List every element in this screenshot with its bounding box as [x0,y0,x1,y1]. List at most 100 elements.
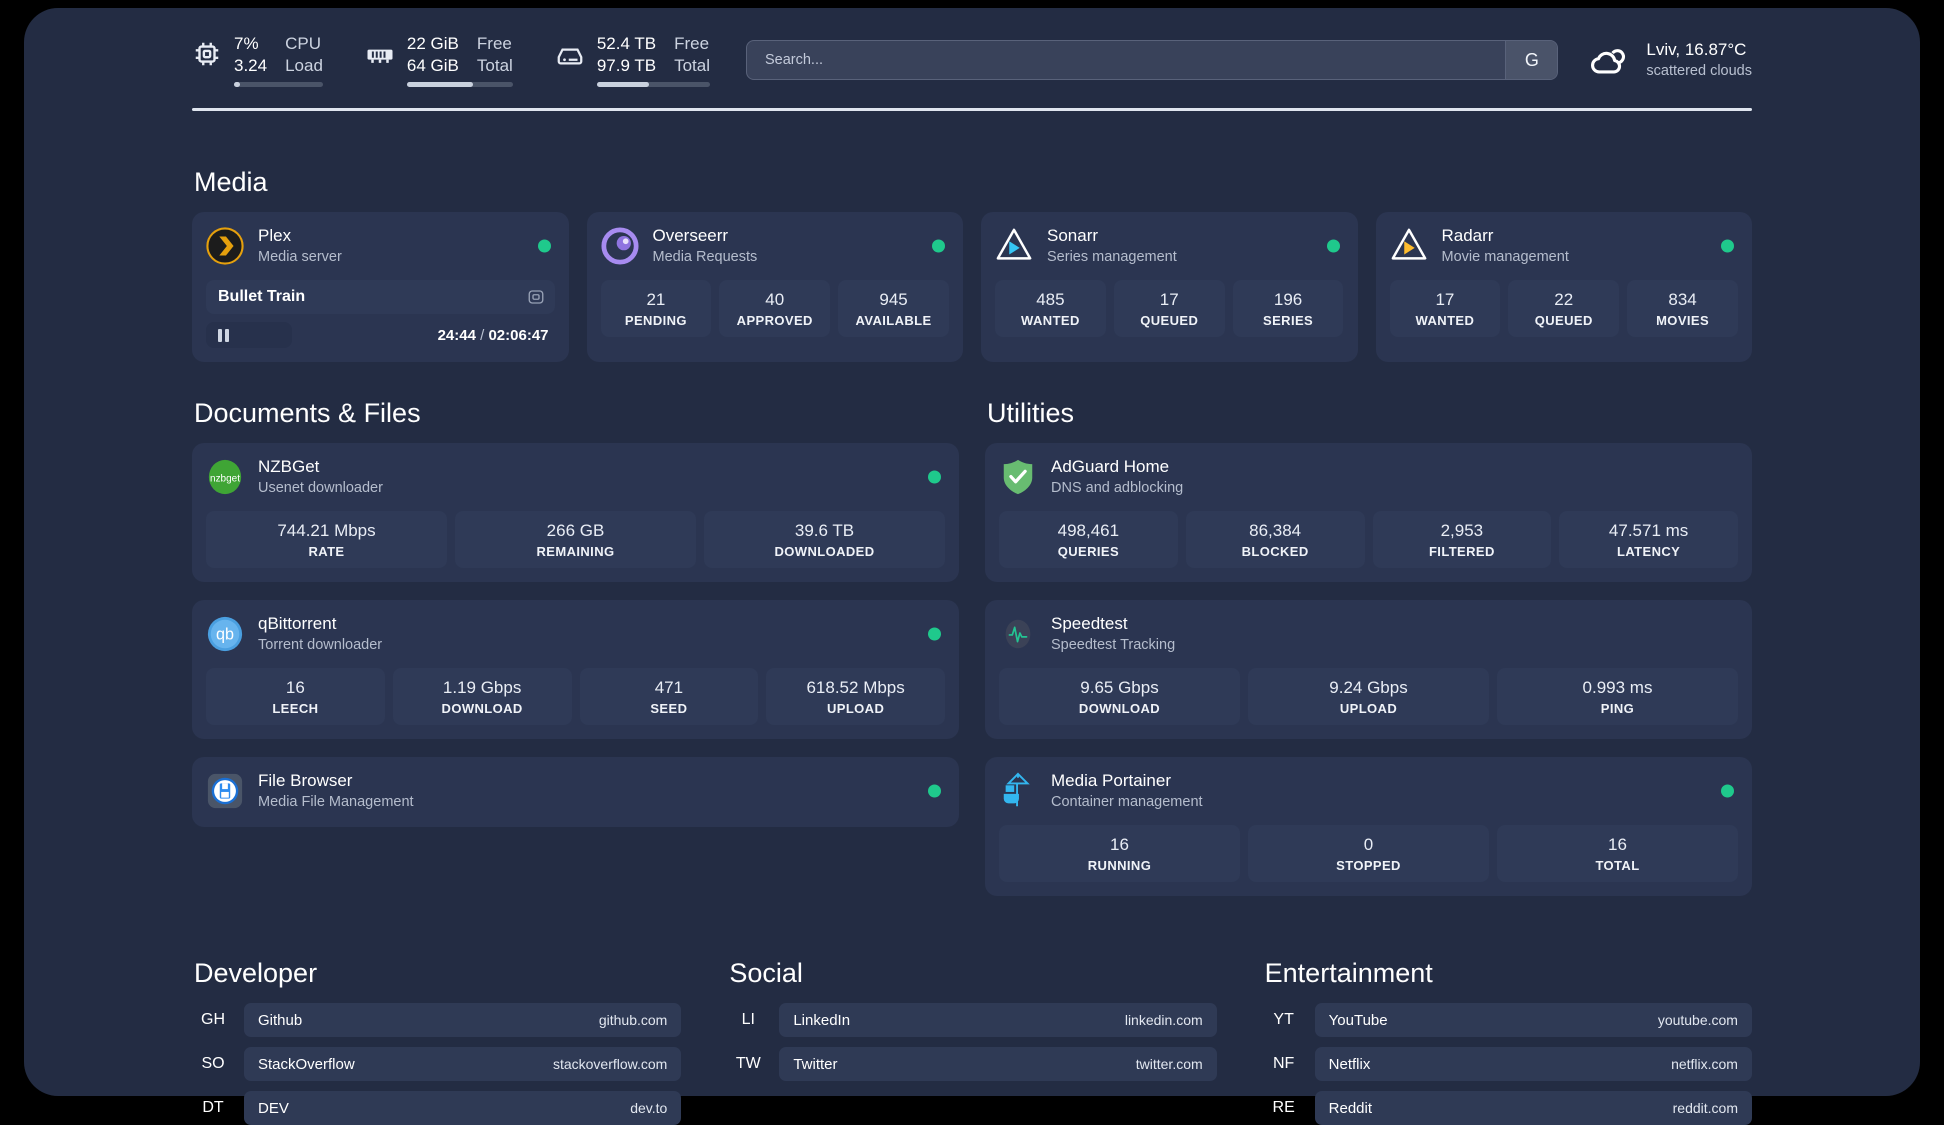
stat-value: 17 [1435,290,1455,309]
stat-value: 16 [285,678,305,697]
stat-value: 834 [1668,290,1697,309]
stat-label: STOPPED [1336,858,1401,873]
utilities-column: Utilities AdGuard Home DNS and adblockin… [985,398,1752,914]
qbittorrent-icon: qb [206,615,244,653]
stats-row: 744.21 Mbps RATE 266 GB REMAINING 39.6 T… [206,511,945,568]
stat-value: 39.6 TB [794,521,855,540]
stat-label: PING [1600,701,1635,716]
bookmark-url: stackoverflow.com [552,1056,668,1072]
service-card-adguard-home[interactable]: AdGuard Home DNS and adblocking 498,461 … [985,443,1752,582]
stat-tile: 498,461 QUERIES [999,511,1178,568]
stats-row: 16 LEECH 1.19 Gbps DOWNLOAD 471 SEED 618… [206,668,945,725]
stat-label: RUNNING [1087,858,1152,873]
stat-value: 485 [1036,290,1065,309]
stat-tile: 471 SEED [579,668,759,725]
cpu-load-value: 3.24 [234,56,268,75]
bookmark-url: linkedin.com [1124,1012,1203,1028]
cpu-widget: 7% 3.24 CPU Load [192,33,323,87]
ram-icon [365,39,395,69]
stat-value: 16 [1110,835,1129,854]
stat-value: 47.571 ms [1608,521,1689,540]
service-card-nzbget[interactable]: nzbget NZBGet Usenet downloader 744.21 M… [192,443,959,582]
cast-icon[interactable] [527,288,545,306]
now-playing-bar: Bullet Train [206,280,555,314]
stat-tile: 485 WANTED [995,280,1106,337]
service-name: Plex [258,226,292,245]
bookmark-name: StackOverflow [258,1055,355,1073]
bookmark-item[interactable]: DT DEV dev.to [192,1091,682,1125]
service-card-qbittorrent[interactable]: qb qBittorrent Torrent downloader 16 LEE… [192,600,959,739]
stat-label: MOVIES [1656,313,1710,328]
stat-label: QUERIES [1057,544,1120,559]
stat-label: BLOCKED [1241,544,1309,559]
service-description: Series management [1047,249,1177,265]
stat-tile: 16 RUNNING [999,825,1240,882]
service-description: Media server [258,249,342,265]
service-card-sonarr[interactable]: Sonarr Series management 485 WANTED 17 Q… [981,212,1358,362]
bookmark-item[interactable]: GH Github github.com [192,1003,682,1037]
stat-tile: 17 WANTED [1389,280,1501,337]
bookmark-item[interactable]: NF Netflix netflix.com [1263,1047,1752,1081]
stat-value: 9.65 Gbps [1080,678,1159,697]
bookmark-group-title: Developer [194,958,318,988]
bookmark-item[interactable]: LI LinkedIn linkedin.com [727,1003,1217,1037]
stat-value: 744.21 Mbps [277,521,376,540]
service-name: NZBGet [258,457,320,476]
stat-label: WANTED [1021,313,1080,328]
stat-tile: 1.19 Gbps DOWNLOAD [392,668,572,725]
bookmark-badge: DT [202,1099,224,1116]
bookmark-item[interactable]: YT YouTube youtube.com [1263,1003,1752,1037]
plex-icon [206,227,244,265]
section-title-media: Media [194,167,268,197]
stat-value: 16 [1608,835,1627,854]
stats-row: 17 WANTED 22 QUEUED 834 MOVIES [1389,280,1739,337]
stat-label: DOWNLOADED [774,544,875,559]
service-card-media-portainer[interactable]: Media Portainer Container management 16 … [985,757,1752,896]
stat-tile: 47.571 ms LATENCY [1559,511,1738,568]
stat-label: DOWNLOAD [1078,701,1161,716]
service-description: Usenet downloader [258,480,383,496]
bookmark-group-social: Social LI LinkedIn linkedin.com TW Twitt… [727,958,1217,1125]
service-card-radarr[interactable]: Radarr Movie management 17 WANTED 22 QUE… [1375,212,1752,362]
stat-tile: 17 QUEUED [1113,280,1225,337]
stat-tile: 945 AVAILABLE [838,280,949,337]
status-badge [928,470,941,484]
stat-tile: 196 SERIES [1232,280,1344,337]
service-card-file-browser[interactable]: File Browser Media File Management [192,757,959,827]
bookmark-badge: GH [201,1011,225,1028]
stat-tile: 0 STOPPED [1248,825,1489,882]
service-card-overseerr[interactable]: Overseerr Media Requests 21 PENDING 40 A… [586,212,963,362]
bookmark-name: Reddit [1328,1099,1373,1117]
filebrowser-icon [206,772,244,810]
bookmark-item[interactable]: SO StackOverflow stackoverflow.com [192,1047,682,1081]
service-description: Speedtest Tracking [1051,637,1176,653]
service-name: Sonarr [1047,226,1099,245]
stat-value: 17 [1159,290,1179,309]
bookmark-badge: NF [1272,1055,1295,1072]
service-name: Overseerr [652,226,729,245]
service-card-speedtest[interactable]: Speedtest Speedtest Tracking 9.65 Gbps D… [985,600,1752,739]
pause-button[interactable] [206,322,292,348]
search-input[interactable]: Search... [764,52,824,68]
stat-value: 40 [765,290,785,309]
cpu-label-bottom: Load [285,56,323,75]
stat-label: RATE [308,544,345,559]
bookmark-badge: TW [735,1055,761,1072]
search-engine-button[interactable]: G [1505,41,1558,79]
search-bar[interactable]: Search... G [745,40,1559,80]
service-card-plex[interactable]: Plex Media server Bullet Train 24 [192,212,569,362]
bookmark-item[interactable]: RE Reddit reddit.com [1263,1091,1752,1125]
bookmark-url: dev.to [630,1100,668,1116]
status-badge [928,784,941,798]
service-description: Container management [1051,794,1203,810]
bookmark-url: reddit.com [1672,1100,1738,1116]
section-title-documents: Documents & Files [194,398,421,428]
stats-row: 9.65 Gbps DOWNLOAD 9.24 Gbps UPLOAD 0.99… [999,668,1738,725]
bookmark-item[interactable]: TW Twitter twitter.com [727,1047,1217,1081]
service-description: Media File Management [258,794,414,810]
media-cards-row: Plex Media server Bullet Train 24 [192,212,1752,362]
stat-value: 1.19 Gbps [442,678,522,697]
memory-free: 22 GiB [406,34,459,53]
stat-value: 945 [879,290,908,309]
cloud-icon [1586,38,1630,82]
